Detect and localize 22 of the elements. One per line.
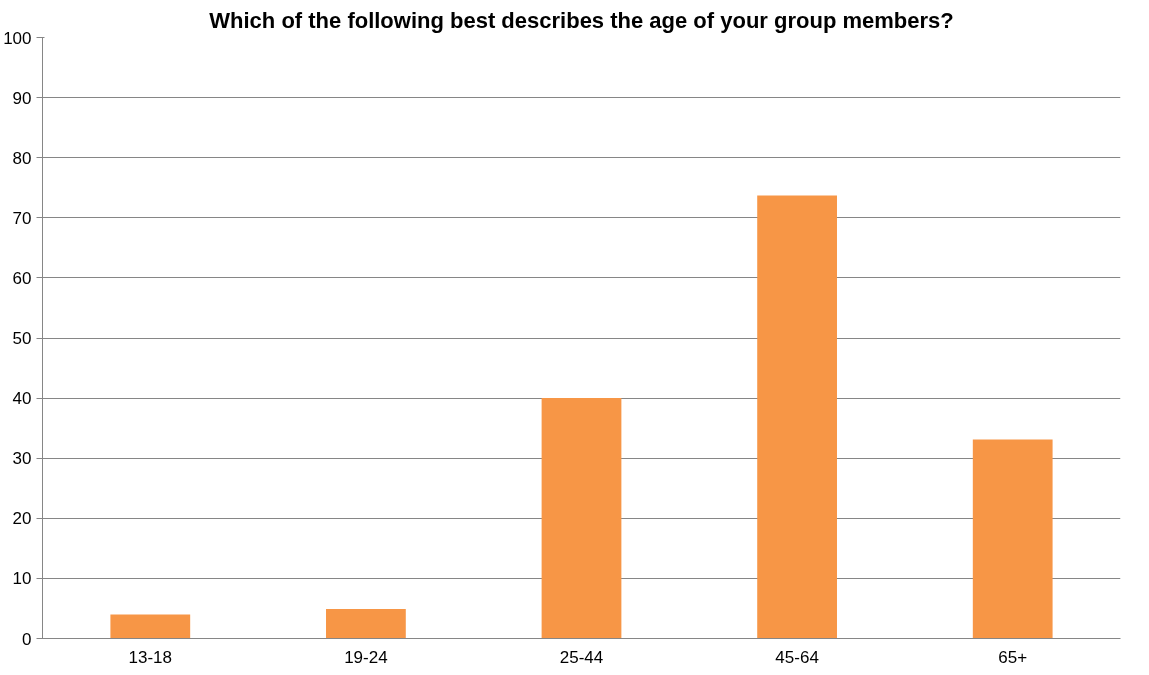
x-tick-label: 25-44 bbox=[559, 647, 604, 667]
x-tick-label: 19-24 bbox=[344, 647, 388, 667]
y-tick-label: 30 bbox=[12, 449, 32, 469]
bar bbox=[541, 398, 622, 639]
bar bbox=[326, 609, 406, 639]
x-tick-label: 13-18 bbox=[128, 647, 173, 667]
y-tick-label: 10 bbox=[12, 569, 32, 589]
y-tick-label: 100 bbox=[3, 28, 32, 48]
x-tick-label: 65+ bbox=[998, 647, 1028, 667]
y-tick-label: 20 bbox=[12, 509, 32, 529]
y-tick-label: 40 bbox=[12, 389, 32, 409]
y-tick-label: 50 bbox=[12, 329, 32, 348]
y-tick-label: 80 bbox=[12, 148, 32, 168]
chart-title: Which of the following best describes the age of your group members? bbox=[209, 7, 954, 33]
y-tick-label: 70 bbox=[12, 208, 32, 228]
y-tick-label: 60 bbox=[12, 268, 32, 288]
bar bbox=[757, 195, 837, 639]
bar bbox=[972, 439, 1053, 639]
bar bbox=[110, 614, 191, 639]
y-tick-label: 0 bbox=[22, 629, 32, 649]
y-tick-label: 90 bbox=[12, 88, 32, 108]
x-tick-label: 45-64 bbox=[775, 647, 819, 667]
